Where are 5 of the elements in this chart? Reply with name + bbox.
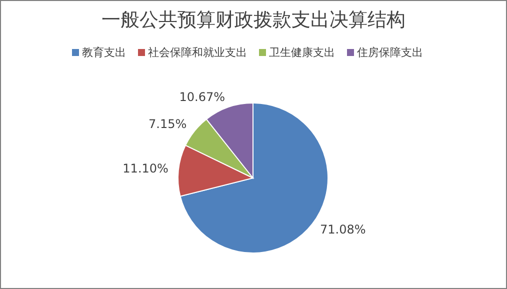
legend-label: 社会保障和就业支出 <box>148 46 247 59</box>
title: 一般公共预算财政拨款支出决算结构 <box>102 9 406 31</box>
legend-label: 教育支出 <box>82 46 126 59</box>
legend-label: 住房保障支出 <box>357 46 423 59</box>
legend-label: 卫生健康支出 <box>269 46 335 59</box>
